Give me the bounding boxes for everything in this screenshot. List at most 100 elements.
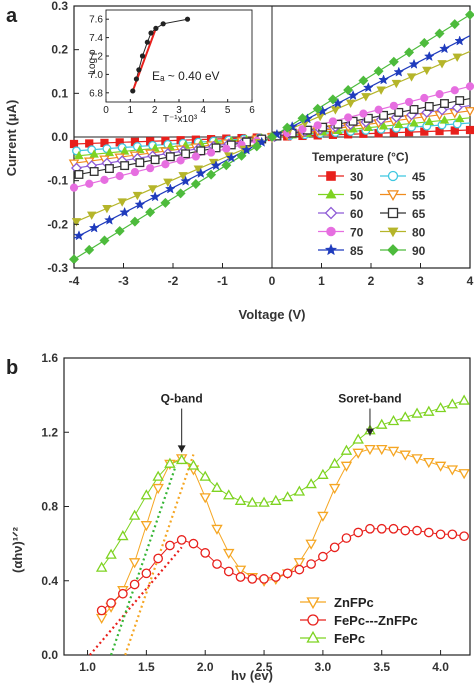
data-point-85C [134,199,146,210]
data-point-FePc [434,401,447,413]
inset-data-point [160,21,166,27]
data-point-90C [175,188,186,199]
data-point-65C [181,149,191,159]
panel-a-legend-title: Temperature (°C) [312,150,409,164]
inset-data-point [148,30,154,36]
panel-b-y-tick-label: 0.0 [41,648,58,662]
data-point-ZnFPc [211,524,223,535]
data-point-85C [164,183,176,194]
data-point-85C [423,50,435,62]
panel-b-y-axis-label: (αhν)¹ᐟ² [10,526,25,573]
legend-label-65: 65 [412,207,426,221]
data-point-FePc [234,494,247,505]
data-point-90C [206,169,217,180]
data-point-FePc [376,418,388,429]
panel-a-x-tick-label: -4 [69,274,80,288]
data-point-FePc---ZnFPc [235,572,246,582]
legend-marker-FePc---ZnFPc [307,614,319,626]
legend-label-30: 30 [350,170,364,184]
inset-x-tick-label: 5 [225,105,231,116]
data-point-80C [452,53,462,62]
data-point-50C [394,119,404,129]
panel-b-x-tick-label: 2.0 [197,660,214,674]
data-point-FePc---ZnFPc [129,579,140,590]
data-point-90C [221,160,232,171]
data-point-50C [74,150,84,160]
data-point-85C [225,152,237,163]
data-point-FePc---ZnFPc [353,527,364,538]
data-point-80C [163,178,173,187]
panel-a-x-tick-label: 4 [467,274,474,288]
data-point-50C [439,115,450,124]
panel-a-y-tick-label: -0.1 [47,174,68,188]
legend-marker-65 [387,207,399,219]
data-point-FePc---ZnFPc [459,531,469,542]
legend-marker-60 [324,206,338,220]
panel-a-x-tick-label: 2 [368,274,375,288]
data-point-ZnFPc [387,446,400,457]
inset-x-tick-label: 4 [201,105,207,116]
data-point-FePc---ZnFPc [306,559,316,569]
data-point-70C [222,144,231,153]
data-point-70C [420,93,429,103]
data-point-80C [71,218,82,227]
data-point-65C [409,104,419,114]
data-point-FePc---ZnFPc [388,523,399,534]
inset-x-tick-label: 6 [249,105,255,116]
inset-data-point [184,16,191,22]
data-point-85C [149,191,161,202]
panel-b-chart: b 1.0 1.5 2.0 2.5 3.0 3.5 4.0 0.0 0.4 0.8 1.2 1.6 Q… [6,351,471,683]
data-point-FePc---ZnFPc [117,588,128,599]
panel-a-y-tick-label: 0.1 [51,86,68,100]
legend-label-ZnFPc: ZnFPc [334,595,374,610]
data-point-FePc---ZnFPc [423,527,434,538]
panel-a-legend: Temperature (°C) 30 45 50 55 60 65 70 80 85 90 [312,150,426,258]
data-point-70C [130,167,140,177]
data-point-80C [361,93,371,102]
legend-label-FePc: FePc [334,631,365,646]
data-point-85C [347,89,359,101]
data-point-85C [241,144,252,155]
legend-label-50: 50 [350,189,364,203]
panel-a-x-tick-label: 0 [269,274,276,288]
data-point-50C [409,118,419,127]
data-point-50C [424,116,434,126]
legend-label-45: 45 [412,170,426,184]
panel-b-y-tick-label: 1.2 [41,425,58,439]
data-point-70C [69,183,79,192]
data-point-FePc---ZnFPc [329,542,340,553]
data-point-FePc [175,453,188,465]
data-point-65C [394,107,404,117]
annotation-arrowhead [365,428,374,436]
inset-x-axis-label: T⁻¹x10³ [163,114,198,125]
panel-a-y-tick-label: 0.2 [51,43,68,57]
data-point-ZnFPc [399,450,412,461]
panel-b-x-tick-label: 2.5 [256,660,273,674]
data-point-80C [391,79,402,89]
data-point-ZnFPc [340,461,353,472]
legend-marker-70 [326,226,336,237]
legend-marker-90 [387,244,399,256]
inset-data-point [130,88,136,94]
legend-label-90: 90 [412,244,426,258]
data-point-FePc---ZnFPc [176,535,187,545]
data-point-ZnFPc [423,457,435,469]
panel-a-x-tick-label: -1 [217,274,228,288]
data-point-FePc [317,468,329,479]
panel-a-y-tick-label: 0.3 [51,0,68,13]
data-point-70C [206,148,216,157]
data-point-85C [362,82,374,93]
data-point-FePc [117,530,129,541]
data-point-65C [120,161,130,171]
legend-label-60: 60 [350,207,364,221]
data-point-70C [146,164,155,173]
data-point-65C [135,158,145,168]
data-point-70C [176,156,185,165]
data-point-FePc---ZnFPc [294,564,305,575]
data-point-85C [195,167,207,178]
data-point-80C [117,198,127,207]
data-point-FePc---ZnFPc [106,598,116,608]
data-point-90C [69,254,79,265]
inset-frame [105,9,253,103]
data-point-FePc [399,411,412,422]
